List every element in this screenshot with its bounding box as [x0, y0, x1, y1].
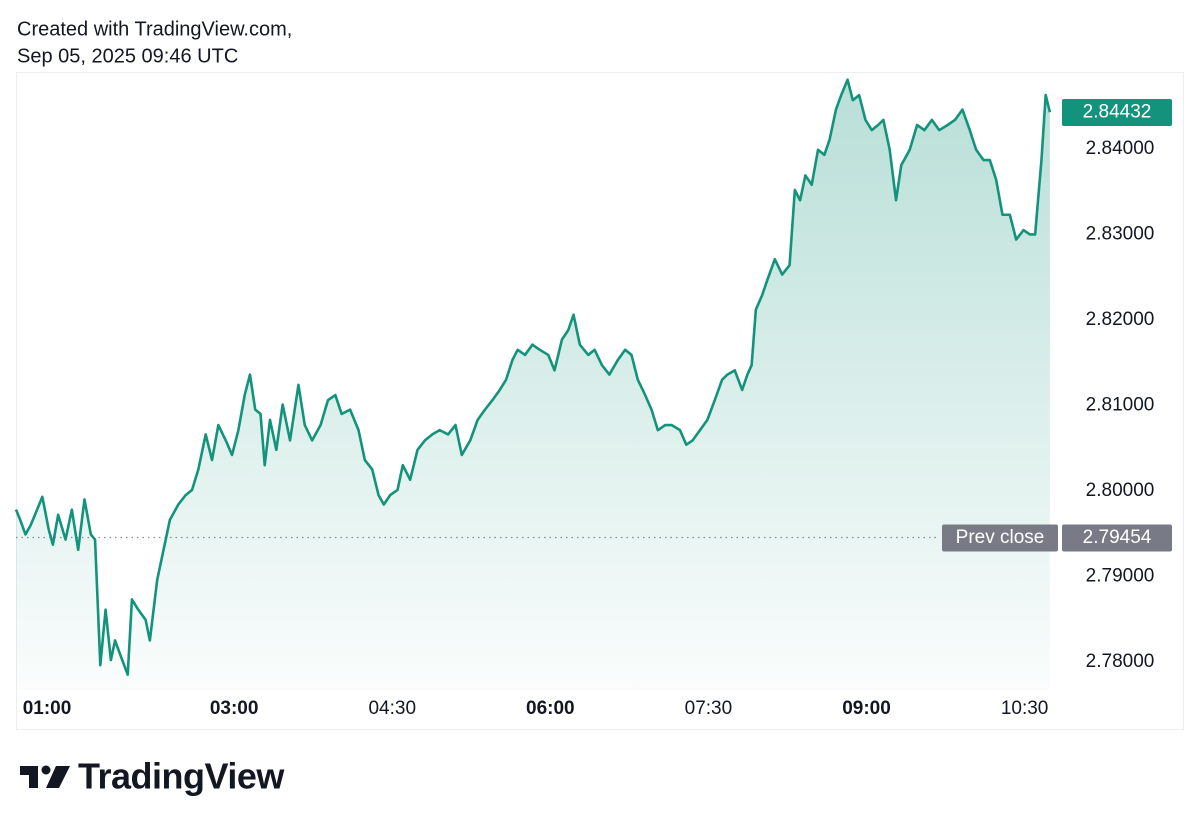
x-tick-label: 06:00 [526, 698, 575, 719]
area-fill [16, 79, 1050, 690]
y-tick-label: 2.81000 [1086, 394, 1155, 415]
prev-close-value-box [1062, 524, 1172, 552]
x-tick-label: 10:30 [1001, 698, 1049, 719]
y-tick-label: 2.78000 [1086, 651, 1155, 672]
y-tick-label: 2.84000 [1086, 138, 1155, 159]
logo-dot [41, 765, 51, 775]
x-tick-label: 04:30 [368, 698, 416, 719]
prev-close-name: Prev close [956, 527, 1045, 548]
x-tick-label: 07:30 [685, 698, 733, 719]
y-tick-label: 2.82000 [1086, 309, 1155, 330]
y-tick-label: 2.79000 [1086, 565, 1155, 586]
price-line [14, 78, 1052, 676]
last-price-box [1062, 99, 1172, 127]
y-tick-label: 2.83000 [1086, 223, 1155, 244]
brand-name: TradingView [78, 756, 285, 797]
logo-mark [20, 766, 38, 788]
prev-close-value: 2.79454 [1083, 527, 1152, 548]
last-price-label: 2.84432 [1083, 102, 1152, 123]
brand-logo: TradingView [20, 756, 286, 797]
chart-subtitle: Sep 05, 2025 09:46 UTC [17, 45, 238, 67]
logo-mark [46, 766, 70, 788]
y-tick-label: 2.80000 [1086, 480, 1155, 501]
x-tick-label: 09:00 [842, 698, 891, 719]
x-tick-label: 01:00 [23, 698, 72, 719]
prev-close-name-box [942, 524, 1058, 552]
chart-frame [16, 72, 1184, 730]
x-tick-label: 03:00 [210, 698, 259, 719]
chart-title: Created with TradingView.com, [17, 18, 292, 40]
